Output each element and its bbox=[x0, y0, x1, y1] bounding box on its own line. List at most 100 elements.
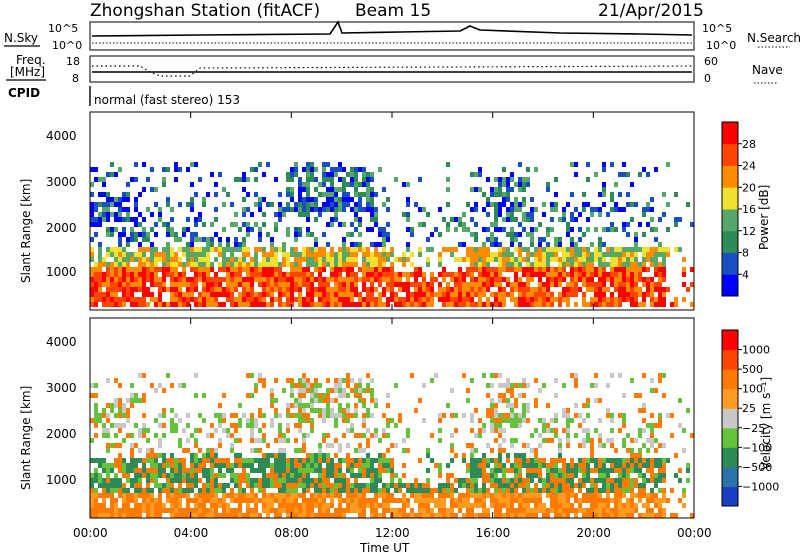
heatmap-cell bbox=[478, 252, 482, 257]
heatmap-cell bbox=[226, 458, 230, 463]
heatmap-cell bbox=[518, 287, 522, 292]
heatmap-cell bbox=[662, 508, 666, 513]
colorbar-tick-label: −1000 bbox=[742, 480, 779, 493]
heatmap-cell bbox=[218, 247, 222, 252]
heatmap-cell bbox=[510, 393, 514, 398]
heatmap-cell bbox=[494, 202, 498, 207]
heatmap-cell bbox=[254, 458, 258, 463]
heatmap-cell bbox=[262, 292, 266, 297]
heatmap-cell bbox=[438, 473, 442, 478]
heatmap-cell bbox=[430, 513, 434, 518]
heatmap-cell bbox=[134, 393, 138, 398]
heatmap-cell bbox=[650, 282, 654, 287]
heatmap-cell bbox=[338, 498, 342, 503]
heatmap-cell bbox=[250, 508, 254, 513]
heatmap-cell bbox=[98, 478, 102, 483]
heatmap-cell bbox=[298, 513, 302, 518]
heatmap-cell bbox=[570, 247, 574, 252]
heatmap-cell bbox=[206, 247, 210, 252]
heatmap-cell bbox=[114, 503, 118, 508]
heatmap-cell bbox=[262, 473, 266, 478]
heatmap-cell bbox=[494, 277, 498, 282]
heatmap-cell bbox=[662, 393, 666, 398]
heatmap-cell bbox=[98, 292, 102, 297]
heatmap-cell bbox=[258, 292, 262, 297]
heatmap-cell bbox=[562, 483, 566, 488]
heatmap-cell bbox=[314, 197, 318, 202]
heatmap-cell bbox=[406, 287, 410, 292]
heatmap-cell bbox=[614, 282, 618, 287]
heatmap-cell bbox=[610, 508, 614, 513]
heatmap-cell bbox=[310, 408, 314, 413]
heatmap-cell bbox=[578, 423, 582, 428]
heatmap-cell bbox=[338, 408, 342, 413]
heatmap-cell bbox=[202, 262, 206, 267]
heatmap-cell bbox=[518, 257, 522, 262]
heatmap-cell bbox=[178, 483, 182, 488]
heatmap-cell bbox=[482, 423, 486, 428]
heatmap-cell bbox=[238, 227, 242, 232]
heatmap-cell bbox=[134, 458, 138, 463]
power-ytick-4000: 4000 bbox=[46, 129, 77, 143]
heatmap-cell bbox=[482, 493, 486, 498]
heatmap-cell bbox=[626, 513, 630, 518]
heatmap-cell bbox=[494, 473, 498, 478]
heatmap-cell bbox=[218, 302, 222, 307]
heatmap-cell bbox=[498, 282, 502, 287]
heatmap-cell bbox=[338, 508, 342, 513]
heatmap-cell bbox=[118, 458, 122, 463]
heatmap-cell bbox=[430, 287, 434, 292]
heatmap-cell bbox=[494, 267, 498, 272]
heatmap-cell bbox=[222, 418, 226, 423]
heatmap-cell bbox=[298, 282, 302, 287]
heatmap-cell bbox=[422, 272, 426, 277]
heatmap-cell bbox=[674, 473, 678, 478]
heatmap-cell bbox=[250, 428, 254, 433]
heatmap-cell bbox=[662, 247, 666, 252]
heatmap-cell bbox=[630, 493, 634, 498]
heatmap-cell bbox=[498, 478, 502, 483]
heatmap-cell bbox=[546, 187, 550, 192]
heatmap-cell bbox=[350, 167, 354, 172]
heatmap-cell bbox=[470, 503, 474, 508]
heatmap-cell bbox=[138, 192, 142, 197]
heatmap-cell bbox=[326, 488, 330, 493]
heatmap-cell bbox=[530, 262, 534, 267]
heatmap-cell bbox=[486, 413, 490, 418]
heatmap-cell bbox=[622, 282, 626, 287]
heatmap-cell bbox=[382, 242, 386, 247]
heatmap-cell bbox=[234, 287, 238, 292]
heatmap-cell bbox=[118, 483, 122, 488]
heatmap-cell bbox=[554, 468, 558, 473]
heatmap-cell bbox=[478, 172, 482, 177]
heatmap-cell bbox=[606, 488, 610, 493]
heatmap-cell bbox=[354, 383, 358, 388]
heatmap-cell bbox=[254, 508, 258, 513]
heatmap-cell bbox=[554, 257, 558, 262]
heatmap-cell bbox=[138, 272, 142, 277]
heatmap-cell bbox=[278, 488, 282, 493]
heatmap-cell bbox=[494, 503, 498, 508]
heatmap-cell bbox=[178, 488, 182, 493]
heatmap-cell bbox=[194, 217, 198, 222]
heatmap-cell bbox=[470, 508, 474, 513]
heatmap-cell bbox=[630, 378, 634, 383]
heatmap-cell bbox=[270, 398, 274, 403]
heatmap-cell bbox=[234, 177, 238, 182]
heatmap-cell bbox=[190, 513, 194, 518]
heatmap-cell bbox=[650, 257, 654, 262]
heatmap-cell bbox=[230, 433, 234, 438]
heatmap-cell bbox=[442, 498, 446, 503]
heatmap-cell bbox=[366, 172, 370, 177]
heatmap-cell bbox=[482, 242, 486, 247]
heatmap-cell bbox=[206, 448, 210, 453]
heatmap-cell bbox=[150, 503, 154, 508]
heatmap-cell bbox=[662, 488, 666, 493]
heatmap-cell bbox=[206, 498, 210, 503]
heatmap-cell bbox=[298, 262, 302, 267]
heatmap-cell bbox=[646, 287, 650, 292]
heatmap-cell bbox=[566, 222, 570, 227]
heatmap-cell bbox=[566, 473, 570, 478]
heatmap-cell bbox=[262, 493, 266, 498]
nsky-label: N.Sky bbox=[4, 31, 38, 45]
